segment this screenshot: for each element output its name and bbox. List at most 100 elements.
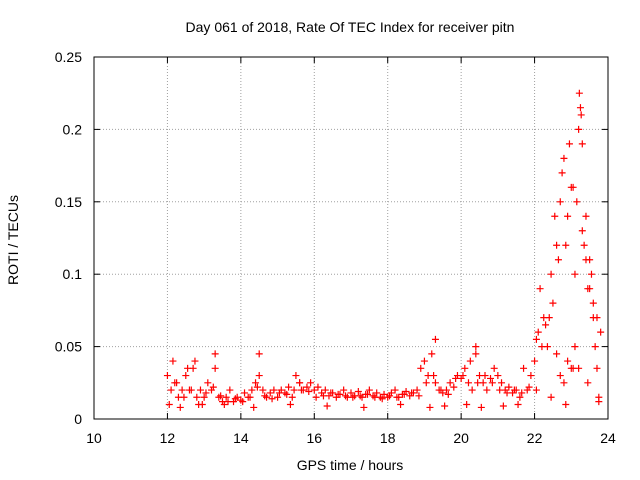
data-point <box>307 379 315 387</box>
data-point <box>428 350 436 358</box>
data-point <box>184 364 192 372</box>
data-point <box>516 393 524 401</box>
data-point <box>490 364 498 372</box>
data-point <box>263 393 271 401</box>
data-point <box>571 270 579 278</box>
data-point <box>430 372 438 380</box>
data-point <box>288 393 296 401</box>
data-point <box>472 350 480 358</box>
data-point <box>464 379 472 387</box>
data-point <box>514 401 522 409</box>
data-point <box>556 198 564 206</box>
data-point <box>248 386 256 394</box>
data-point <box>187 386 195 394</box>
data-point <box>420 357 428 365</box>
data-point <box>417 364 425 372</box>
data-point <box>571 343 579 351</box>
x-tick-label: 18 <box>380 430 396 446</box>
grid <box>94 57 608 419</box>
data-point <box>365 386 373 394</box>
data-point <box>444 390 452 398</box>
y-tick-label: 0.1 <box>63 266 83 282</box>
data-point <box>498 379 506 387</box>
data-point <box>525 383 533 391</box>
data-point <box>518 389 526 397</box>
y-tick-label: 0.15 <box>55 194 82 210</box>
data-point <box>393 393 401 401</box>
data-point <box>373 389 381 397</box>
data-point <box>426 403 434 411</box>
data-point <box>503 389 511 397</box>
x-tick-label: 10 <box>86 430 102 446</box>
data-point <box>397 401 405 409</box>
data-point <box>275 389 283 397</box>
data-point <box>575 89 583 97</box>
data-point <box>551 212 559 220</box>
data-point <box>422 379 430 387</box>
data-point <box>459 372 467 380</box>
data-point <box>466 357 474 365</box>
data-point <box>510 386 518 394</box>
data-point <box>586 256 594 264</box>
data-point <box>431 335 439 343</box>
data-point <box>334 390 342 398</box>
data-point <box>211 364 219 372</box>
data-point <box>597 328 605 336</box>
data-point <box>204 379 212 387</box>
data-point <box>547 393 555 401</box>
x-axis-tick-labels: 10 12 14 16 18 20 22 24 <box>86 430 616 446</box>
data-point <box>173 379 181 387</box>
data-point <box>252 379 260 387</box>
data-point <box>364 390 372 398</box>
data-point <box>542 321 550 329</box>
data-point <box>250 403 258 411</box>
x-tick-label: 12 <box>160 430 176 446</box>
data-point <box>536 285 544 293</box>
data-point <box>569 183 577 191</box>
data-point <box>534 328 542 336</box>
plot-frame <box>93 56 609 420</box>
data-point <box>209 383 217 391</box>
data-point <box>543 343 551 351</box>
data-point <box>413 386 421 394</box>
data-point <box>268 395 276 403</box>
data-point <box>349 393 357 401</box>
data-point <box>292 372 300 380</box>
data-point <box>196 386 204 394</box>
data-point <box>378 395 386 403</box>
data-point <box>487 374 495 382</box>
data-point <box>556 372 564 380</box>
data-point <box>496 386 504 394</box>
data-point <box>167 386 175 394</box>
data-point <box>589 299 597 307</box>
data-point <box>441 402 449 410</box>
data-point <box>562 241 570 249</box>
x-tick-label: 14 <box>233 430 249 446</box>
data-point <box>176 403 184 411</box>
y-tick-label: 0.2 <box>63 121 83 137</box>
data-point <box>310 386 318 394</box>
data-point <box>303 383 311 391</box>
data-point <box>354 387 362 395</box>
x-axis-label: GPS time / hours <box>297 457 404 473</box>
data-point <box>472 343 480 351</box>
data-point <box>198 401 206 409</box>
data-point <box>577 111 585 119</box>
data-point <box>564 357 572 365</box>
data-point <box>593 364 601 372</box>
data-point <box>286 401 294 409</box>
data-point <box>341 392 349 400</box>
data-point <box>380 390 388 398</box>
data-point <box>182 372 190 380</box>
data-point <box>241 389 249 397</box>
data-point <box>217 392 225 400</box>
axis-ticks <box>93 56 609 420</box>
data-point <box>371 393 379 401</box>
data-point <box>327 389 335 397</box>
data-point <box>191 357 199 365</box>
data-point <box>215 393 223 401</box>
data-point <box>578 227 586 235</box>
data-point <box>580 241 588 249</box>
data-point <box>589 314 597 322</box>
data-point <box>220 401 228 409</box>
